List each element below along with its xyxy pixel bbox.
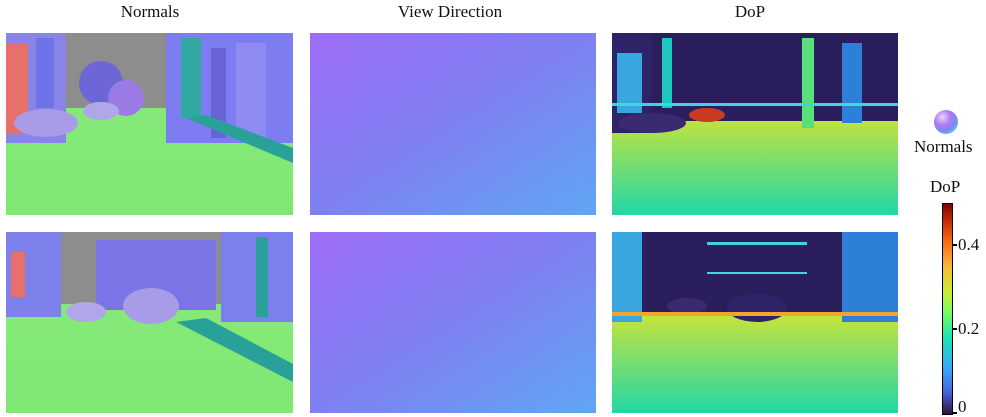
view-direction-image-row-2 bbox=[310, 232, 596, 413]
colorbar-tick-label: 0.2 bbox=[958, 319, 980, 338]
dop-legend-label: DoP bbox=[930, 177, 961, 196]
colorbar-tick-label: 0 bbox=[958, 397, 967, 416]
dop-image-row-1 bbox=[612, 33, 898, 215]
view-direction-image-row-1 bbox=[310, 33, 596, 215]
normals-legend-label: Normals bbox=[914, 137, 973, 156]
column-title-normals: Normals bbox=[120, 2, 180, 21]
dop-colorbar bbox=[942, 203, 953, 415]
colorbar-tick-mark bbox=[952, 328, 957, 330]
colorbar-tick-label: 0.4 bbox=[958, 235, 980, 254]
column-title-view-direction: View Direction bbox=[397, 2, 503, 21]
dop-image-row-2 bbox=[612, 232, 898, 413]
normals-image-row-2 bbox=[6, 232, 293, 413]
normals-image-row-1 bbox=[6, 33, 293, 215]
normals-sphere-icon bbox=[934, 110, 958, 134]
colorbar-tick-mark bbox=[952, 412, 957, 414]
colorbar-tick-mark bbox=[952, 244, 957, 246]
column-title-dop: DoP bbox=[734, 2, 766, 21]
